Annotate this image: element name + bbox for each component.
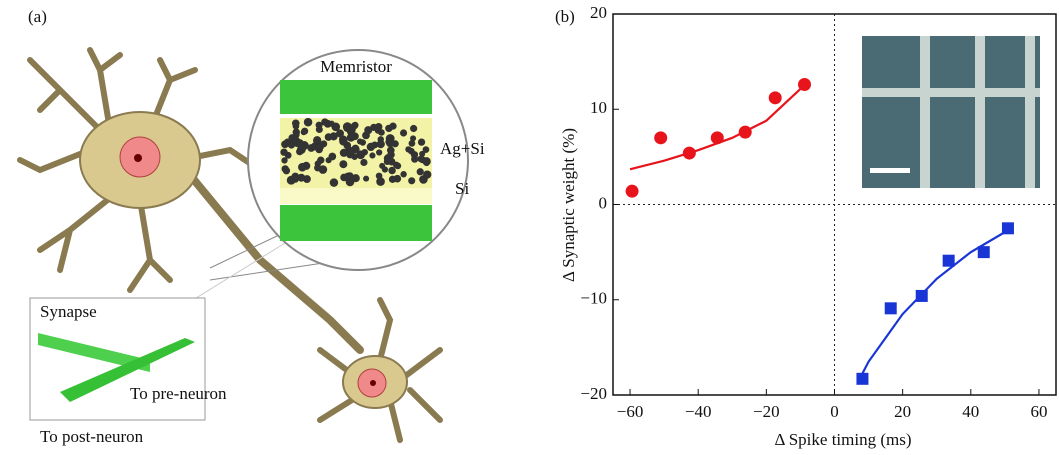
particle bbox=[382, 166, 388, 172]
particle bbox=[298, 163, 307, 172]
particle bbox=[304, 118, 313, 127]
x-tick-label: −20 bbox=[753, 402, 780, 421]
ag-si-label: Ag+Si bbox=[440, 139, 485, 158]
panel-label: (b) bbox=[555, 7, 575, 26]
particle bbox=[408, 177, 415, 184]
si-label: Si bbox=[455, 179, 469, 198]
x-tick-label: 20 bbox=[894, 402, 911, 421]
x-tick-label: −40 bbox=[685, 402, 712, 421]
particle bbox=[423, 170, 431, 178]
particle bbox=[321, 118, 328, 125]
particle bbox=[369, 152, 375, 158]
data-point bbox=[769, 91, 782, 104]
data-point bbox=[654, 131, 667, 144]
particle bbox=[281, 140, 289, 148]
particle bbox=[417, 168, 424, 175]
data-point bbox=[798, 78, 811, 91]
particle bbox=[339, 137, 347, 145]
particle bbox=[410, 125, 417, 132]
panel-label: (a) bbox=[28, 7, 47, 26]
particle bbox=[400, 130, 407, 137]
y-tick-label: 20 bbox=[590, 3, 607, 22]
particle bbox=[326, 157, 332, 163]
particle bbox=[385, 139, 391, 145]
data-point bbox=[739, 126, 752, 139]
y-tick-label: 10 bbox=[590, 98, 607, 117]
particle bbox=[347, 173, 353, 179]
particle bbox=[389, 176, 396, 183]
y-tick-label: 0 bbox=[599, 193, 608, 212]
y-tick-label: −20 bbox=[580, 384, 607, 403]
particle bbox=[297, 139, 303, 145]
particle bbox=[281, 157, 287, 163]
data-point bbox=[711, 131, 724, 144]
data-point bbox=[943, 255, 955, 267]
particle bbox=[314, 164, 321, 171]
data-point bbox=[1002, 222, 1014, 234]
particle bbox=[376, 149, 382, 155]
x-tick-label: 40 bbox=[962, 402, 979, 421]
x-tick-label: 60 bbox=[1030, 402, 1047, 421]
particle bbox=[280, 149, 287, 156]
neuron-illustration bbox=[20, 50, 468, 440]
particle bbox=[405, 146, 411, 152]
particle bbox=[288, 134, 295, 141]
figure: (a) Memristor Ag+Si Si Synapse To pre-ne… bbox=[0, 0, 1059, 455]
particle bbox=[329, 121, 335, 127]
particle bbox=[360, 159, 367, 166]
data-point bbox=[683, 147, 696, 160]
particle bbox=[301, 128, 308, 135]
particle bbox=[340, 174, 348, 182]
x-tick-label: −60 bbox=[617, 402, 644, 421]
synapse-label: Synapse bbox=[40, 302, 97, 321]
particle bbox=[313, 143, 319, 149]
particle bbox=[283, 167, 290, 174]
particle bbox=[347, 133, 355, 141]
particle bbox=[378, 129, 385, 136]
particle bbox=[418, 138, 425, 145]
particle bbox=[388, 167, 396, 175]
particle bbox=[417, 156, 423, 162]
particle bbox=[303, 175, 311, 183]
particle bbox=[339, 160, 347, 168]
particle bbox=[393, 162, 400, 169]
particle bbox=[352, 146, 360, 154]
particle bbox=[376, 177, 385, 186]
particle bbox=[377, 140, 385, 148]
data-point bbox=[978, 246, 990, 258]
x-axis-label: Δ Spike timing (ms) bbox=[774, 430, 911, 449]
figure-canvas: (a) Memristor Ag+Si Si Synapse To pre-ne… bbox=[0, 0, 1059, 455]
particle bbox=[320, 140, 327, 147]
data-point bbox=[916, 290, 928, 302]
particle bbox=[357, 138, 363, 144]
data-point bbox=[885, 302, 897, 314]
particle bbox=[325, 133, 333, 141]
y-tick-label: −10 bbox=[580, 289, 607, 308]
data-point bbox=[626, 185, 639, 198]
particle bbox=[363, 176, 369, 182]
sem-inset bbox=[862, 36, 1040, 188]
particle bbox=[409, 140, 416, 147]
particle bbox=[317, 156, 324, 163]
y-axis-label: Δ Synaptic weight (%) bbox=[559, 128, 578, 282]
post-neuron-label: To post-neuron bbox=[40, 427, 144, 446]
particle bbox=[316, 126, 323, 133]
particle bbox=[411, 156, 418, 163]
particle bbox=[387, 151, 395, 159]
particle bbox=[362, 131, 370, 139]
data-point bbox=[856, 373, 868, 385]
particle bbox=[389, 123, 396, 130]
x-tick-label: 0 bbox=[830, 402, 839, 421]
particle bbox=[330, 178, 338, 186]
particle bbox=[400, 171, 406, 177]
memristor-label: Memristor bbox=[320, 57, 392, 76]
pre-neuron-label: To pre-neuron bbox=[130, 384, 227, 403]
